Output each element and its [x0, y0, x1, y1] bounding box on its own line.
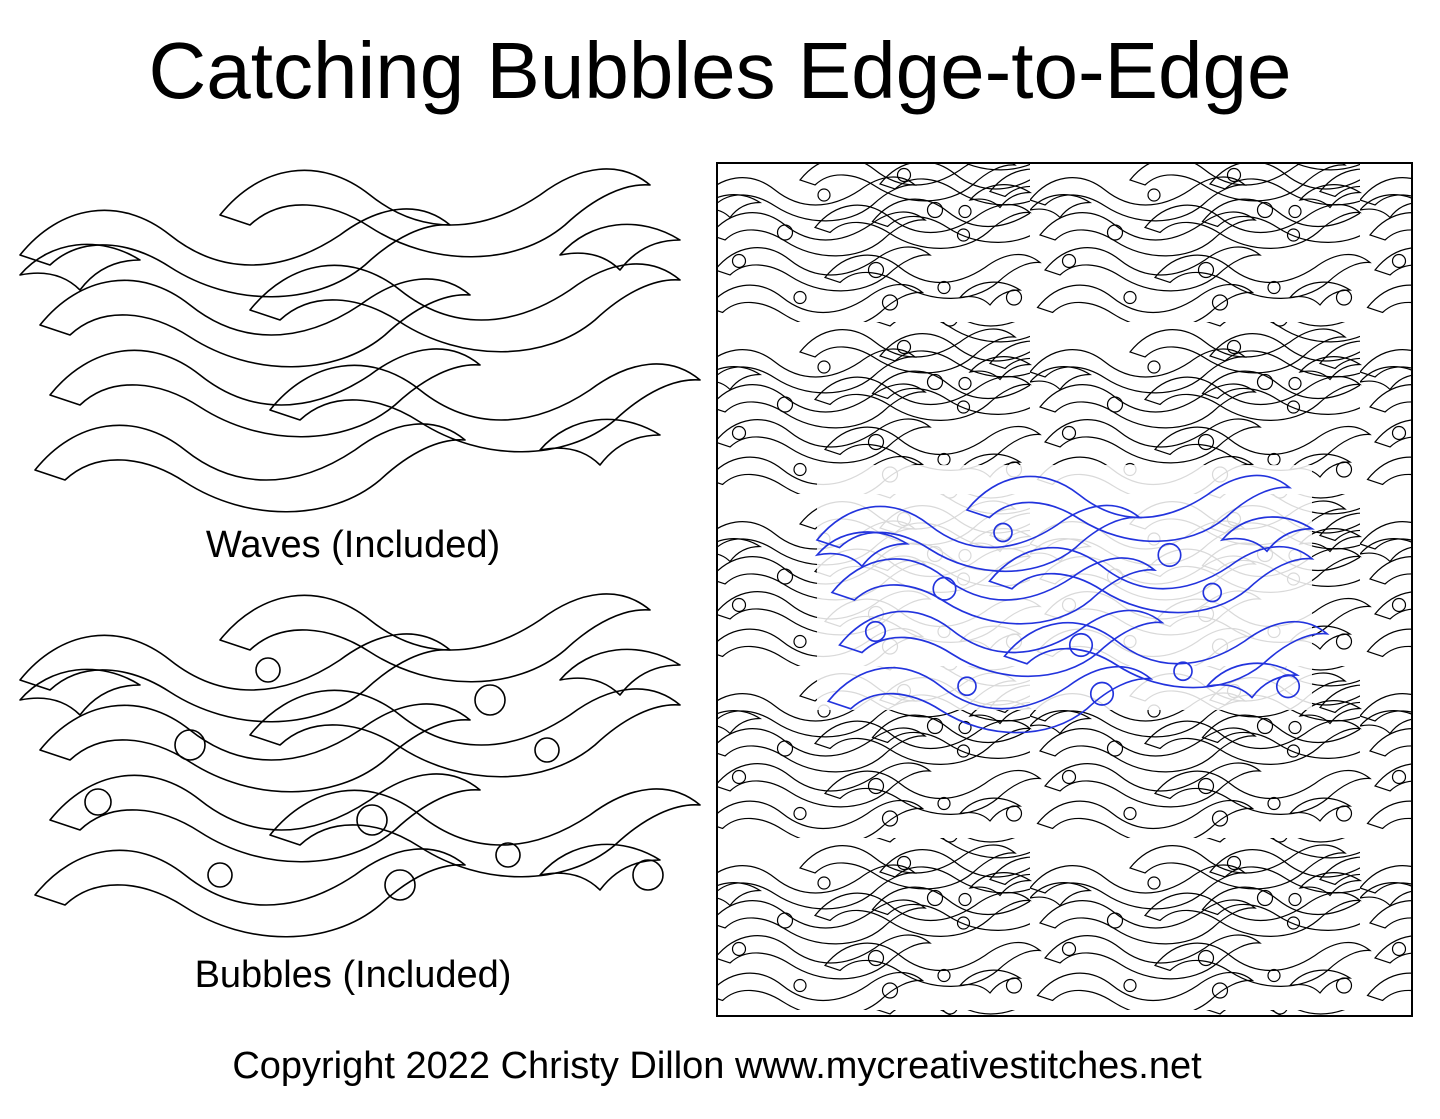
edge-to-edge-preview — [716, 162, 1413, 1017]
bubbles-motif — [20, 594, 700, 937]
caption: Bubbles (Included) — [195, 954, 512, 996]
copyright: Copyright 2022 Christy Dillon www.mycrea… — [232, 1045, 1202, 1087]
waves-motif — [20, 169, 700, 512]
caption: Waves (Included) — [206, 524, 500, 566]
title: Catching Bubbles Edge-to-Edge — [149, 26, 1292, 115]
